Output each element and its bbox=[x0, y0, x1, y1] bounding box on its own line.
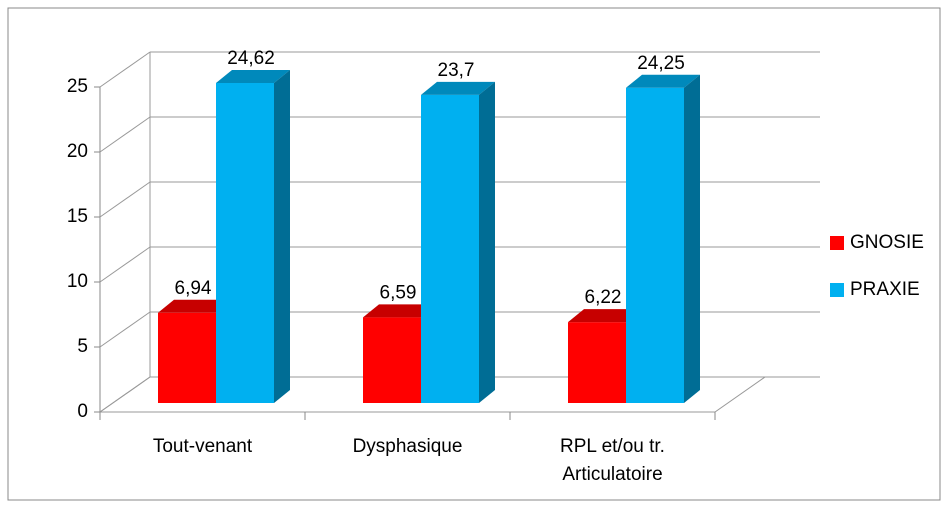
bar-top bbox=[363, 304, 437, 318]
bar-side bbox=[274, 69, 290, 403]
bar-front bbox=[626, 87, 684, 403]
grid-line bbox=[99, 246, 151, 283]
bar-front bbox=[363, 317, 421, 403]
bar-front bbox=[568, 322, 626, 403]
y-tick-label: 10 bbox=[67, 271, 88, 292]
bar-top bbox=[626, 74, 700, 88]
y-tick-label: 15 bbox=[67, 206, 88, 227]
legend-swatch bbox=[830, 283, 844, 297]
bar-side bbox=[479, 81, 495, 404]
value-label: 24,25 bbox=[637, 53, 685, 74]
value-label: 6,59 bbox=[380, 282, 417, 303]
legend-label: PRAXIE bbox=[850, 279, 920, 300]
value-label: 23,7 bbox=[438, 60, 475, 81]
x-tick-label: RPL et/ou tr. Articulatoire bbox=[560, 436, 665, 485]
y-tick-label: 20 bbox=[67, 141, 88, 162]
y-tick-label: 0 bbox=[77, 401, 88, 422]
grid-line bbox=[99, 311, 151, 348]
legend-label: GNOSIE bbox=[850, 232, 924, 253]
value-label: 24,62 bbox=[227, 48, 275, 69]
bar-top bbox=[158, 299, 232, 313]
value-label: 6,22 bbox=[585, 287, 622, 308]
legend-swatch bbox=[830, 236, 844, 250]
bar-front bbox=[421, 94, 479, 404]
y-tick-label: 25 bbox=[67, 76, 88, 97]
bar-front bbox=[158, 312, 216, 403]
grid-line bbox=[99, 116, 151, 153]
x-tick-label: Tout-venant bbox=[152, 436, 253, 457]
value-label: 6,94 bbox=[175, 278, 212, 299]
grid-line bbox=[99, 51, 151, 88]
bar-front bbox=[216, 82, 274, 403]
bar-top bbox=[421, 81, 495, 95]
x-tick-label: Dysphasique bbox=[352, 436, 463, 457]
grid-line bbox=[99, 181, 151, 218]
bar-top bbox=[568, 309, 642, 323]
bar-top bbox=[216, 69, 290, 83]
y-tick-label: 5 bbox=[77, 336, 88, 357]
bar-side bbox=[684, 74, 700, 403]
grid-line bbox=[99, 376, 151, 413]
